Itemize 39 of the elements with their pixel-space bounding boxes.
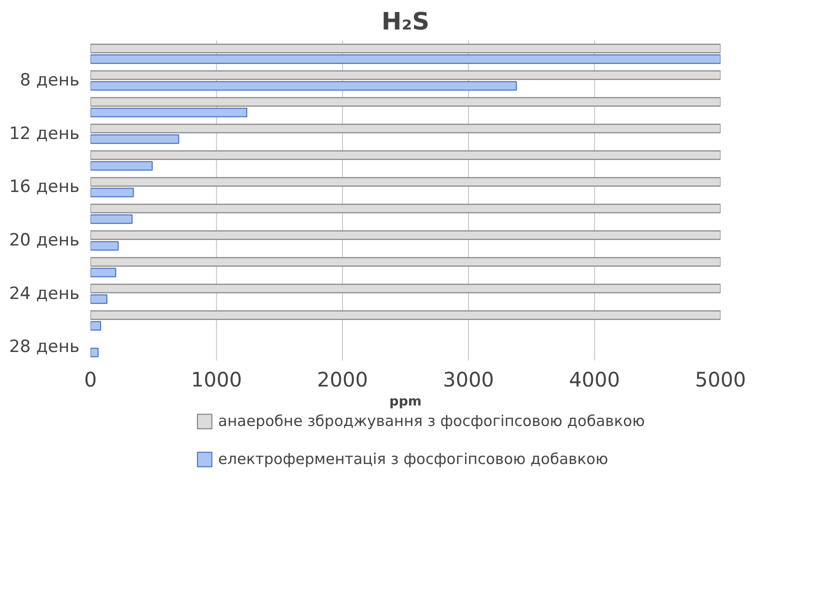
legend-label: анаеробне зброджування з фосфогіпсовою добавкою	[218, 412, 645, 430]
y-tick-label: 20 день	[9, 230, 80, 250]
bar	[90, 214, 133, 224]
bar	[90, 310, 720, 320]
bar	[90, 230, 720, 240]
bar	[90, 108, 248, 118]
bar	[90, 70, 720, 80]
y-tick-label: 24 день	[9, 284, 80, 304]
bar	[90, 81, 517, 91]
bar	[90, 268, 116, 278]
x-tick-label: 1000	[191, 368, 242, 392]
bar	[90, 241, 119, 251]
bar	[90, 294, 108, 304]
x-tick-label: 5000	[695, 368, 746, 392]
legend-label: електроферментація з фосфогіпсовою добавкою	[218, 450, 608, 468]
x-tick-label: 0	[84, 368, 97, 392]
bar	[90, 161, 153, 171]
x-axis-title: ppm	[389, 394, 422, 410]
bar	[90, 284, 720, 294]
y-tick-label: 8 день	[20, 70, 80, 90]
x-tick-label: 3000	[443, 368, 494, 392]
bar	[90, 321, 102, 331]
bar	[90, 54, 720, 64]
bar	[90, 348, 99, 358]
bar	[90, 150, 720, 160]
y-tick-label: 12 день	[9, 124, 80, 144]
bar	[90, 188, 134, 198]
bar	[90, 134, 180, 144]
x-tick-label: 4000	[569, 368, 620, 392]
chart-title: H₂S	[382, 8, 430, 36]
bar	[90, 204, 720, 214]
bar	[90, 257, 720, 267]
x-tick-label: 2000	[317, 368, 368, 392]
y-tick-label: 16 день	[9, 177, 80, 198]
y-tick-label: 28 день	[9, 337, 80, 358]
bar	[90, 97, 720, 107]
bar	[90, 44, 720, 54]
bar	[90, 124, 720, 134]
bar	[90, 177, 720, 187]
